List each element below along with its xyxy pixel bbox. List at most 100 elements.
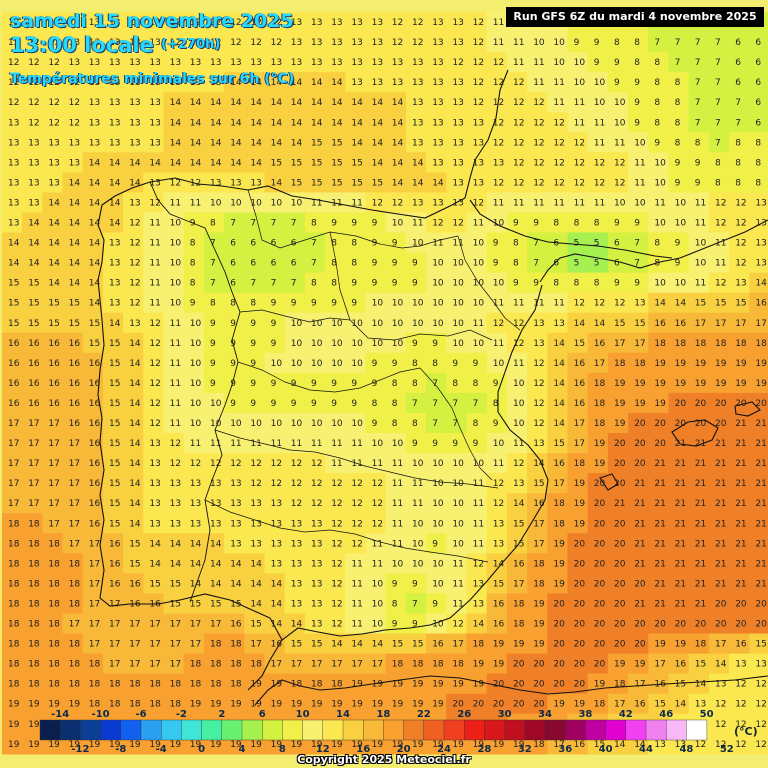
temperature-value: 20: [594, 519, 606, 529]
temperature-value: 21: [675, 539, 686, 549]
temperature-cell: [62, 192, 84, 214]
temperature-cell: [62, 152, 84, 173]
temperature-value: 12: [291, 459, 302, 469]
temperature-value: 15: [513, 519, 524, 529]
temperature-cell: [708, 132, 730, 153]
temperature-value: 7: [715, 138, 721, 148]
color-scale-swatch: [221, 719, 243, 741]
temperature-value: 14: [129, 519, 141, 529]
temperature-value: 15: [28, 319, 39, 329]
temperature-cell: [486, 72, 508, 93]
color-scale-bar: [39, 719, 708, 741]
temperature-value: 18: [28, 640, 40, 650]
color-scale-swatch: [565, 719, 586, 741]
temperature-value: 10: [574, 78, 586, 88]
temperature-cell: [405, 112, 427, 133]
temperature-cell: [648, 152, 670, 173]
temperature-value: 19: [432, 700, 444, 710]
temperature-value: 16: [533, 499, 545, 509]
temperature-value: 13: [109, 138, 120, 148]
temperature-value: 17: [190, 620, 201, 630]
temperature-cell: [304, 192, 326, 214]
temperature-value: 17: [48, 439, 59, 449]
temperature-cell: [668, 92, 690, 113]
temperature-cell: [62, 72, 84, 93]
temperature-value: 21: [634, 539, 645, 549]
temperature-value: 14: [291, 118, 303, 128]
temperature-cell: [203, 112, 225, 133]
temperature-value: 8: [654, 98, 660, 108]
temperature-value: 12: [372, 499, 383, 509]
temperature-value: 20: [675, 399, 687, 409]
temperature-value: 10: [493, 359, 505, 369]
temperature-value: 16: [89, 459, 101, 469]
temperature-value: 12: [170, 178, 181, 188]
temperature-value: 14: [755, 279, 767, 289]
temperature-value: 15: [634, 319, 645, 329]
temperature-value: 11: [149, 219, 160, 229]
temperature-value: 14: [230, 98, 242, 108]
temperature-value: 10: [372, 299, 384, 309]
temperature-cell: [345, 112, 367, 133]
temperature-value: 10: [412, 519, 424, 529]
temperature-value: 15: [109, 439, 120, 449]
temperature-value: 7: [715, 98, 721, 108]
temperature-value: 12: [170, 459, 181, 469]
temperature-cell: [42, 12, 64, 33]
temperature-value: 14: [109, 178, 121, 188]
temperature-value: 9: [392, 279, 398, 289]
temperature-cell: [143, 172, 165, 194]
temperature-cell: [688, 132, 710, 153]
temperature-value: 14: [271, 600, 283, 610]
temperature-value: 13: [109, 118, 120, 128]
temperature-cell: [587, 72, 609, 93]
temperature-value: 10: [695, 239, 707, 249]
temperature-value: 16: [654, 319, 666, 329]
temperature-cell: [567, 132, 589, 153]
temperature-value: 10: [291, 199, 303, 209]
temperature-value: 9: [372, 239, 378, 249]
temperature-value: 17: [351, 660, 362, 670]
temperature-cell: [42, 112, 64, 133]
temperature-value: 17: [69, 539, 80, 549]
color-scale-swatch: [403, 719, 425, 741]
temperature-value: 8: [675, 118, 681, 128]
temperature-value: 11: [695, 279, 706, 289]
temperature-value: 9: [392, 579, 398, 589]
temperature-value: 9: [412, 259, 418, 269]
temperature-cell: [102, 92, 124, 113]
temperature-value: 15: [109, 479, 120, 489]
temperature-value: 12: [28, 118, 39, 128]
temperature-cell: [486, 132, 508, 153]
color-scale-swatch: [605, 719, 627, 741]
temperature-cell: [426, 72, 447, 93]
temperature-value: 20: [715, 620, 727, 630]
temperature-value: 19: [715, 379, 727, 389]
temperature-value: 10: [392, 339, 404, 349]
color-scale-swatch: [363, 719, 384, 741]
temperature-value: 14: [372, 98, 384, 108]
temperature-cell: [264, 172, 286, 194]
temperature-value: 20: [634, 579, 646, 589]
temperature-cell: [264, 112, 286, 133]
temperature-cell: [264, 192, 286, 214]
temperature-value: 20: [553, 600, 565, 610]
temperature-value: 12: [48, 58, 59, 68]
temperature-value: 10: [230, 199, 242, 209]
temperature-value: 15: [331, 178, 342, 188]
temperature-value: 18: [654, 339, 666, 349]
temperature-value: 16: [89, 359, 101, 369]
temperature-cell: [668, 192, 690, 214]
temperature-value: 17: [372, 660, 383, 670]
temperature-cell: [365, 152, 387, 173]
temperature-value: 19: [574, 519, 586, 529]
temperature-value: 18: [392, 660, 404, 670]
temperature-value: 13: [129, 118, 140, 128]
temperature-cell: [486, 32, 508, 53]
temperature-value: 20: [473, 700, 485, 710]
temperature-value: 18: [553, 499, 565, 509]
temperature-value: 11: [695, 199, 706, 209]
temperature-value: 9: [675, 239, 681, 249]
temperature-value: 21: [735, 479, 746, 489]
temperature-value: 18: [109, 680, 121, 690]
